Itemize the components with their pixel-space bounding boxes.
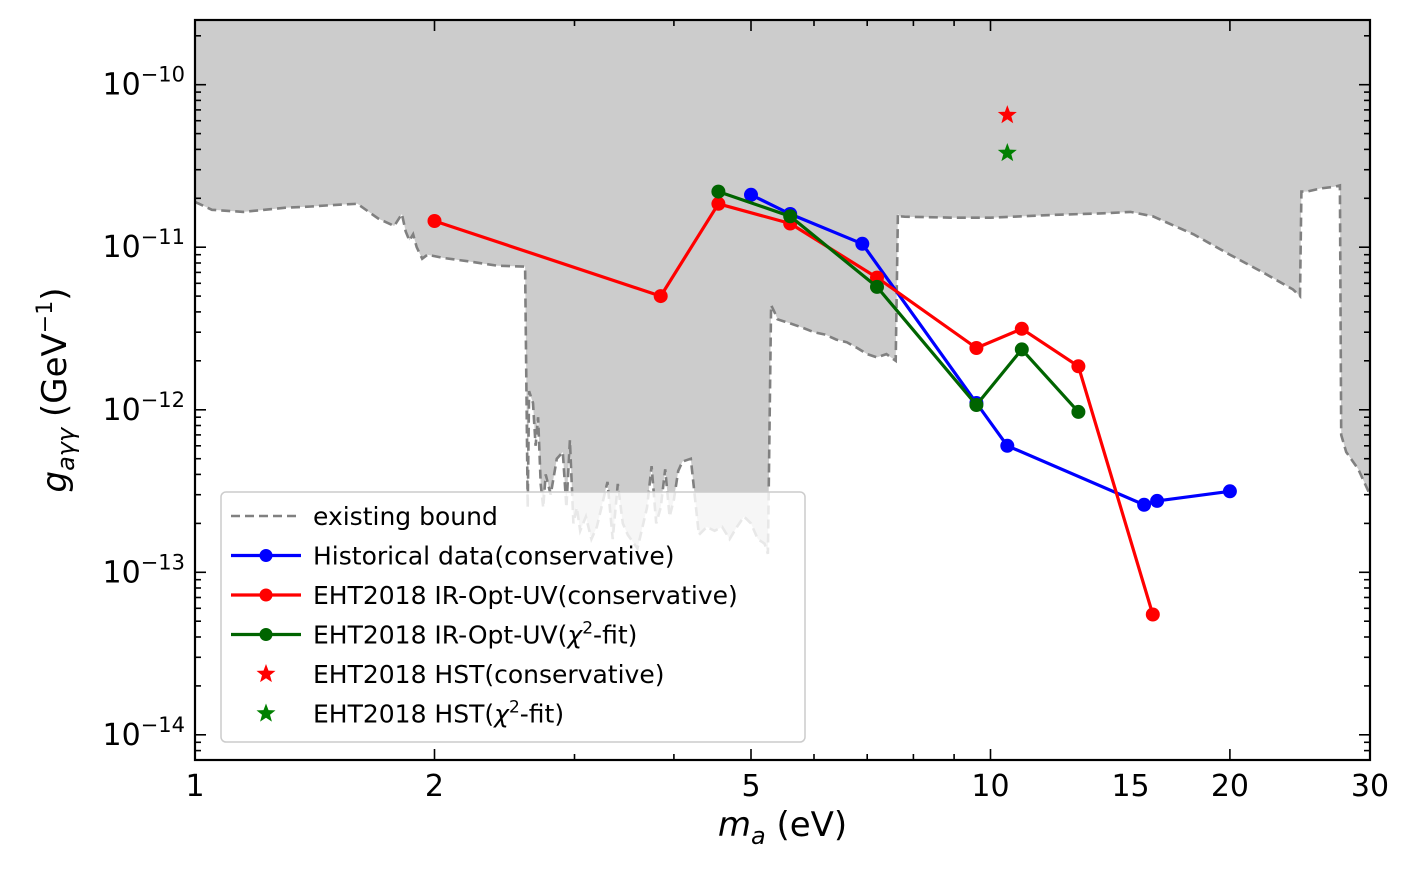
y-tick-label: 10−10 xyxy=(102,63,185,103)
y-axis-unit-close: ) xyxy=(35,287,75,300)
y-tick-base: 10 xyxy=(102,230,140,265)
series-2-point-2 xyxy=(870,279,884,294)
legend-handle-marker-2 xyxy=(259,588,273,602)
y-tick-label: 10−11 xyxy=(102,225,185,265)
x-tick-label: 10 xyxy=(971,769,1009,804)
y-axis-unit-exponent: −1 xyxy=(33,301,58,333)
series-1-point-2 xyxy=(711,196,726,211)
plot-frame xyxy=(193,18,1372,762)
series-1-point-7 xyxy=(1071,359,1086,374)
y-tick-exponent: −10 xyxy=(141,63,185,87)
y-axis-symbol: g xyxy=(35,471,75,493)
legend-label-3: EHT2018 IR-Opt-UV(χ2-fit) xyxy=(313,619,637,650)
x-axis-unit: (eV) xyxy=(766,805,848,845)
x-axis-label: ma (eV) xyxy=(718,805,847,850)
y-tick-base: 10 xyxy=(102,718,140,753)
legend-label-text: Historical data(conservative) xyxy=(313,542,674,571)
series-2-line xyxy=(717,190,1080,413)
y-tick-exponent: −12 xyxy=(141,388,185,412)
legend-label-greek: χ xyxy=(492,700,510,729)
legend-handle-marker-1 xyxy=(259,549,273,562)
legend-label-text: EHT2018 IR-Opt-UV(conservative) xyxy=(313,581,738,610)
series-1-point-5 xyxy=(969,341,984,355)
legend-layer: existing bound Historical data(conservati… xyxy=(220,491,806,743)
series-0-point-4 xyxy=(1000,438,1015,453)
legend-handle-star-4 xyxy=(256,664,276,683)
x-axis-subscript: a xyxy=(751,822,766,850)
series-1-point-6 xyxy=(1014,321,1029,336)
stars-layer xyxy=(997,105,1017,162)
series-2-point-1 xyxy=(783,209,798,224)
x-tick-label: 2 xyxy=(425,769,444,804)
bound-layer xyxy=(195,20,1370,555)
series-0-point-7 xyxy=(1222,484,1237,499)
axis-labels-layer: ma (eV) gaγγ (GeV−1) xyxy=(33,287,847,850)
y-tick-exponent: −14 xyxy=(141,713,185,737)
legend-label-tail: -fit) xyxy=(520,700,564,729)
series-1-point-1 xyxy=(653,289,668,304)
y-axis-unit: (GeV xyxy=(35,333,75,428)
legend-box xyxy=(220,491,806,743)
y-tick-exponent: −11 xyxy=(141,225,185,249)
legend-handle-star-5 xyxy=(256,703,276,722)
series-0-point-2 xyxy=(855,236,870,251)
legend-label-text: EHT2018 HST( xyxy=(313,700,494,729)
legend-label-greek: χ xyxy=(565,621,583,650)
y-tick-base: 10 xyxy=(102,68,140,103)
y-tick-base: 10 xyxy=(102,393,140,428)
legend-label-text: EHT2018 IR-Opt-UV( xyxy=(313,621,567,650)
y-tick-exponent: −13 xyxy=(141,550,185,574)
legend-handle-marker-3 xyxy=(259,628,273,641)
legend-label-1: Historical data(conservative) xyxy=(313,542,674,571)
y-tick-label: 10−12 xyxy=(102,388,185,428)
plot-frame-layer xyxy=(193,18,1372,762)
series-2-point-0 xyxy=(711,184,726,199)
series-2-point-4 xyxy=(1014,342,1029,357)
series-2-point-5 xyxy=(1071,404,1086,419)
legend-label-superscript: 2 xyxy=(509,698,520,718)
hst-star-1 xyxy=(997,143,1017,162)
x-tick-label: 15 xyxy=(1111,769,1149,804)
y-tick-label: 10−14 xyxy=(102,713,185,753)
x-tick-label: 30 xyxy=(1351,769,1389,804)
legend-label-tail: -fit) xyxy=(593,621,637,650)
legend-label-2: EHT2018 IR-Opt-UV(conservative) xyxy=(313,581,738,610)
legend-label-5: EHT2018 HST(χ2-fit) xyxy=(313,698,564,729)
y-axis-subscript: aγγ xyxy=(52,426,80,471)
existing-bound-region xyxy=(195,20,1370,554)
x-tick-label: 1 xyxy=(185,769,204,804)
series-layer xyxy=(427,184,1237,622)
series-1-point-0 xyxy=(427,214,442,228)
legend-label-0: existing bound xyxy=(313,502,498,531)
series-0-point-6 xyxy=(1150,493,1165,508)
legend-label-4: EHT2018 HST(conservative) xyxy=(313,660,665,689)
y-tick-base: 10 xyxy=(102,555,140,590)
y-axis-label: gaγγ (GeV−1) xyxy=(33,287,80,492)
series-0-point-5 xyxy=(1137,497,1152,512)
x-tick-label: 5 xyxy=(741,769,760,804)
legend-label-superscript: 2 xyxy=(582,619,593,639)
series-1-point-8 xyxy=(1145,607,1160,622)
series-2-point-3 xyxy=(969,398,984,412)
x-tick-label: 20 xyxy=(1211,769,1249,804)
y-tick-label: 10−13 xyxy=(102,550,185,590)
legend-label-text: existing bound xyxy=(313,502,498,531)
series-0-point-0 xyxy=(744,187,758,202)
x-axis-symbol: m xyxy=(718,805,751,845)
hst-star-0 xyxy=(997,105,1017,124)
legend-label-text: EHT2018 HST(conservative) xyxy=(313,660,665,689)
